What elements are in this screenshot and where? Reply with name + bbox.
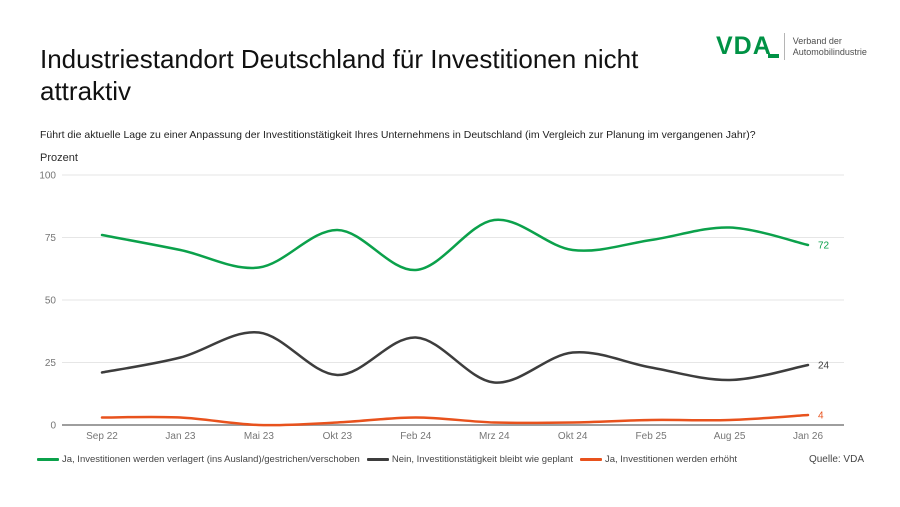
line-chart: 0 25 50 75 100 Sep 22 Jan 23 Mai 23 Okt 23 Feb 24… <box>39 171 844 442</box>
legend-line-swatch <box>37 458 59 461</box>
legend-label: Ja, Investitionen werden verlagert (ins … <box>62 454 360 465</box>
series-line <box>100 218 810 272</box>
legend-label: Ja, Investitionen werden erhöht <box>604 454 738 465</box>
page-title: Industriestandort Deutschland für Invest… <box>40 44 639 107</box>
legend-label: Nein, Investitionstätigkeit bleibt wie g… <box>391 454 573 465</box>
vda-logo-subtext-line1: Verband der <box>792 35 842 46</box>
x-tick-label: Jan 26 <box>793 431 823 442</box>
logo-divider <box>783 33 785 60</box>
source-note: Quelle: VDA <box>808 454 864 465</box>
x-tick-label: Sep 22 <box>86 431 118 442</box>
vda-logo-subtext-line2: Automobilindustrie <box>792 46 867 57</box>
vda-logo: VDA Verband der Automobilindustrie <box>716 33 867 60</box>
y-tick-label: 0 <box>50 421 56 432</box>
y-tick-label: 100 <box>39 171 56 182</box>
legend-item: Nein, Investitionstätigkeit bleibt wie g… <box>366 454 573 465</box>
y-tick-label: 50 <box>45 296 57 307</box>
series-end-value-label: 4 <box>818 411 824 422</box>
vda-logo-text: VDA <box>716 32 772 60</box>
legend-line-swatch <box>366 458 389 461</box>
vda-logo-underline <box>767 54 779 58</box>
legend-item: Ja, Investitionen werden verlagert (ins … <box>37 454 360 465</box>
legend-item: Ja, Investitionen werden erhöht <box>579 454 738 465</box>
x-tick-label: Feb 25 <box>636 431 668 442</box>
series-end-value-label: 24 <box>818 361 830 372</box>
x-tick-label: Feb 24 <box>400 431 432 442</box>
x-tick-label: Jan 23 <box>165 431 195 442</box>
legend-line-swatch <box>579 458 602 461</box>
series-line <box>100 331 810 384</box>
series-end-value-label: 72 <box>818 241 830 252</box>
series-line <box>100 413 810 427</box>
survey-question: Führt die aktuelle Lage zu einer Anpassu… <box>40 129 756 141</box>
y-tick-label: 75 <box>45 233 57 244</box>
chart-legend: Ja, Investitionen werden verlagert (ins … <box>37 454 737 465</box>
y-axis-unit-label: Prozent <box>40 152 78 164</box>
x-tick-label: Mrz 24 <box>479 431 510 442</box>
x-tick-label: Aug 25 <box>714 431 746 442</box>
x-tick-label: Okt 24 <box>558 431 588 442</box>
vda-logo-subtext: Verband der Automobilindustrie <box>793 36 867 58</box>
y-tick-label: 25 <box>45 358 57 369</box>
x-tick-label: Mai 23 <box>244 431 274 442</box>
x-tick-label: Okt 23 <box>323 431 353 442</box>
vda-logo-wordmark: VDA <box>716 32 779 60</box>
